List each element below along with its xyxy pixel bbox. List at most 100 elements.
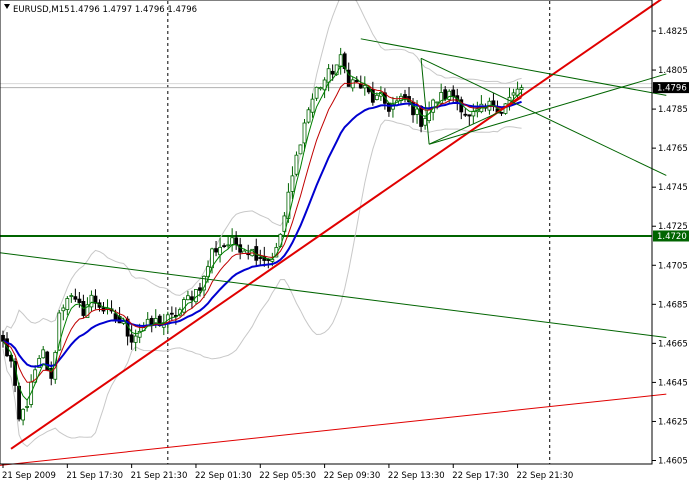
x-tick-label-4: 22 Sep 05:30 — [259, 471, 316, 481]
candle-body-93 — [374, 94, 379, 100]
candle-54 — [218, 237, 222, 263]
candle-46 — [186, 290, 190, 301]
candle-body-5 — [21, 408, 26, 421]
candle-body-112 — [451, 89, 456, 98]
candle-body-105 — [423, 118, 428, 126]
candle-124 — [499, 111, 504, 116]
candle-body-77 — [310, 98, 315, 113]
trend-line-5 — [428, 73, 667, 145]
candle-body-96 — [387, 102, 391, 112]
time-axis[interactable]: 21 Sep 2009 21 Sep 17:30 21 Sep 21:30 22 Se… — [2, 464, 573, 481]
x-tick-label-5: 22 Sep 09:30 — [324, 471, 381, 481]
candle-body-106 — [427, 109, 432, 121]
candle-body-67 — [270, 258, 275, 262]
candle-body-55 — [222, 245, 227, 248]
candle-body-14 — [57, 312, 62, 351]
candle-42 — [169, 306, 174, 321]
trend-lines-layer — [0, 0, 667, 466]
candle-56 — [226, 235, 231, 250]
grid-layer — [167, 1, 551, 464]
candle-body-47 — [190, 296, 194, 301]
candle-body-110 — [443, 89, 448, 100]
candle-body-84 — [338, 54, 343, 68]
trend-line-2 — [0, 252, 667, 339]
triangle-down-icon — [4, 4, 10, 9]
candle-body-48 — [194, 289, 198, 303]
candle-body-16 — [65, 298, 70, 310]
candle-78 — [314, 86, 319, 101]
price-axis[interactable]: 1.48251.48051.47851.47651.47451.47251.47… — [652, 27, 688, 467]
y-tick-label-8: 1.4665 — [658, 339, 688, 349]
candle-body-74 — [298, 144, 303, 155]
x-tick-label-3: 22 Sep 01:30 — [195, 471, 252, 481]
x-tick-label-2: 21 Sep 21:30 — [131, 471, 188, 481]
candle-75 — [302, 118, 307, 152]
candle-body-107 — [431, 99, 436, 113]
y-tick-label-3: 1.4765 — [658, 144, 688, 154]
candle-body-22 — [89, 294, 94, 308]
x-tick-label-0: 21 Sep 2009 — [2, 471, 56, 481]
candle-body-78 — [314, 86, 319, 99]
candle-body-19 — [77, 298, 82, 303]
candle-body-64 — [258, 257, 263, 259]
y-tick-label-0: 1.4825 — [658, 27, 688, 37]
candle-82 — [330, 64, 335, 81]
candle-body-73 — [294, 154, 299, 175]
candle-body-72 — [290, 175, 295, 192]
candle-33 — [133, 329, 138, 352]
candle-18 — [73, 288, 78, 303]
candle-76 — [306, 107, 311, 124]
candle-body-76 — [306, 109, 311, 123]
candle-body-75 — [302, 122, 307, 144]
candle-body-103 — [415, 108, 419, 115]
y-tick-label-5: 1.4725 — [658, 222, 688, 232]
candle-body-117 — [471, 111, 476, 117]
candle-body-21 — [85, 304, 90, 319]
bollinger-lower-band — [2, 119, 522, 448]
trend-line-3 — [360, 38, 667, 96]
trend-line-6 — [420, 58, 430, 145]
candle-body-51 — [206, 266, 210, 278]
level-tag-background — [653, 230, 689, 242]
y-tick-label-6: 1.4705 — [658, 261, 688, 271]
candle-body-124 — [499, 111, 504, 114]
candle-85 — [342, 51, 347, 74]
candle-body-12 — [49, 368, 54, 379]
candle-body-32 — [129, 334, 134, 343]
candle-74 — [298, 144, 303, 155]
candle-body-90 — [362, 85, 367, 89]
candle-body-46 — [186, 295, 190, 301]
candle-body-82 — [330, 70, 335, 75]
candle-body-100 — [403, 94, 407, 99]
candle-body-9 — [37, 358, 42, 368]
candle-97 — [391, 96, 395, 118]
candle-body-8 — [33, 369, 38, 383]
candle-body-53 — [214, 248, 218, 253]
candle-body-80 — [322, 79, 327, 91]
candle-body-88 — [354, 79, 359, 83]
y-tick-label-10: 1.4625 — [658, 417, 688, 427]
ohlc-quote: 1.4796 1.4797 1.4796 1.4796 — [70, 5, 197, 15]
candle-body-85 — [342, 53, 347, 69]
candle-32 — [129, 325, 134, 350]
candle-body-57 — [230, 237, 235, 246]
candle-body-115 — [463, 113, 468, 116]
candle-21 — [85, 297, 90, 319]
level-tag-label: 1.4720 — [657, 232, 687, 242]
y-tick-label-11: 1.4605 — [658, 457, 688, 467]
bollinger-upper-band — [2, 0, 522, 334]
trend-line-4 — [420, 57, 667, 176]
candle-body-58 — [234, 237, 239, 246]
candle-64 — [258, 249, 263, 266]
candle-10 — [41, 346, 46, 359]
trend-line-7 — [428, 110, 502, 145]
candle-body-42 — [169, 312, 174, 315]
candle-body-109 — [439, 92, 444, 104]
x-tick-label-7: 22 Sep 17:30 — [452, 471, 509, 481]
candle-16 — [65, 296, 70, 316]
candle-body-70 — [282, 215, 287, 232]
candle-8 — [33, 365, 38, 384]
